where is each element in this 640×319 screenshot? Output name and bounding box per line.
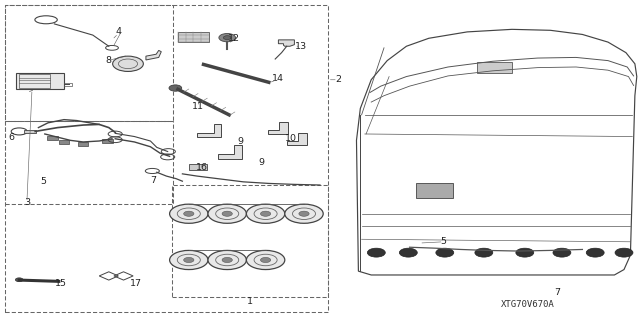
Polygon shape: [268, 122, 288, 134]
Circle shape: [184, 257, 194, 263]
Polygon shape: [197, 124, 221, 137]
Bar: [189, 164, 207, 170]
Text: 10: 10: [285, 134, 297, 143]
Text: 5: 5: [440, 237, 447, 246]
Bar: [477, 62, 512, 73]
Text: XTG70V670A: XTG70V670A: [501, 300, 555, 309]
Bar: [178, 32, 209, 42]
Text: 4: 4: [115, 27, 122, 36]
Text: 15: 15: [55, 279, 67, 288]
Text: 7: 7: [554, 288, 560, 297]
Text: 9: 9: [237, 137, 243, 146]
Circle shape: [260, 257, 271, 263]
Text: 1: 1: [246, 297, 253, 306]
Bar: [19, 74, 50, 88]
Polygon shape: [287, 133, 307, 145]
Circle shape: [184, 211, 194, 216]
Circle shape: [285, 204, 323, 223]
Bar: [59, 140, 69, 144]
Circle shape: [208, 250, 246, 270]
Bar: [47, 136, 58, 140]
Bar: [64, 83, 72, 86]
Text: 8: 8: [106, 56, 112, 65]
Circle shape: [246, 250, 285, 270]
Circle shape: [516, 248, 534, 257]
Text: 2: 2: [335, 75, 341, 84]
Polygon shape: [146, 50, 161, 60]
Circle shape: [399, 248, 417, 257]
Polygon shape: [278, 40, 294, 46]
Ellipse shape: [113, 56, 143, 71]
Text: 9: 9: [258, 158, 264, 167]
Circle shape: [367, 248, 385, 257]
Bar: [416, 183, 453, 198]
Bar: [102, 139, 113, 143]
Text: 13: 13: [295, 42, 307, 51]
Circle shape: [299, 211, 309, 216]
Text: 5: 5: [40, 177, 47, 186]
Text: 3: 3: [24, 198, 30, 207]
Circle shape: [553, 248, 571, 257]
Bar: [78, 142, 88, 146]
Text: 17: 17: [130, 279, 141, 288]
Bar: [16, 73, 64, 89]
Circle shape: [222, 257, 232, 263]
Circle shape: [223, 36, 231, 40]
Circle shape: [170, 250, 208, 270]
Circle shape: [586, 248, 604, 257]
Text: 16: 16: [196, 163, 207, 172]
Circle shape: [260, 211, 271, 216]
Text: 11: 11: [193, 102, 204, 111]
Circle shape: [169, 85, 182, 91]
Circle shape: [246, 204, 285, 223]
Polygon shape: [218, 145, 242, 159]
Circle shape: [475, 248, 493, 257]
Circle shape: [208, 204, 246, 223]
Circle shape: [15, 278, 23, 282]
Bar: [24, 130, 36, 133]
Text: 7: 7: [150, 176, 157, 185]
Circle shape: [615, 248, 633, 257]
Circle shape: [436, 248, 454, 257]
Circle shape: [219, 33, 236, 42]
Text: 14: 14: [273, 74, 284, 83]
Circle shape: [170, 204, 208, 223]
Text: 6: 6: [8, 133, 15, 142]
Text: 12: 12: [228, 34, 239, 43]
Circle shape: [222, 211, 232, 216]
